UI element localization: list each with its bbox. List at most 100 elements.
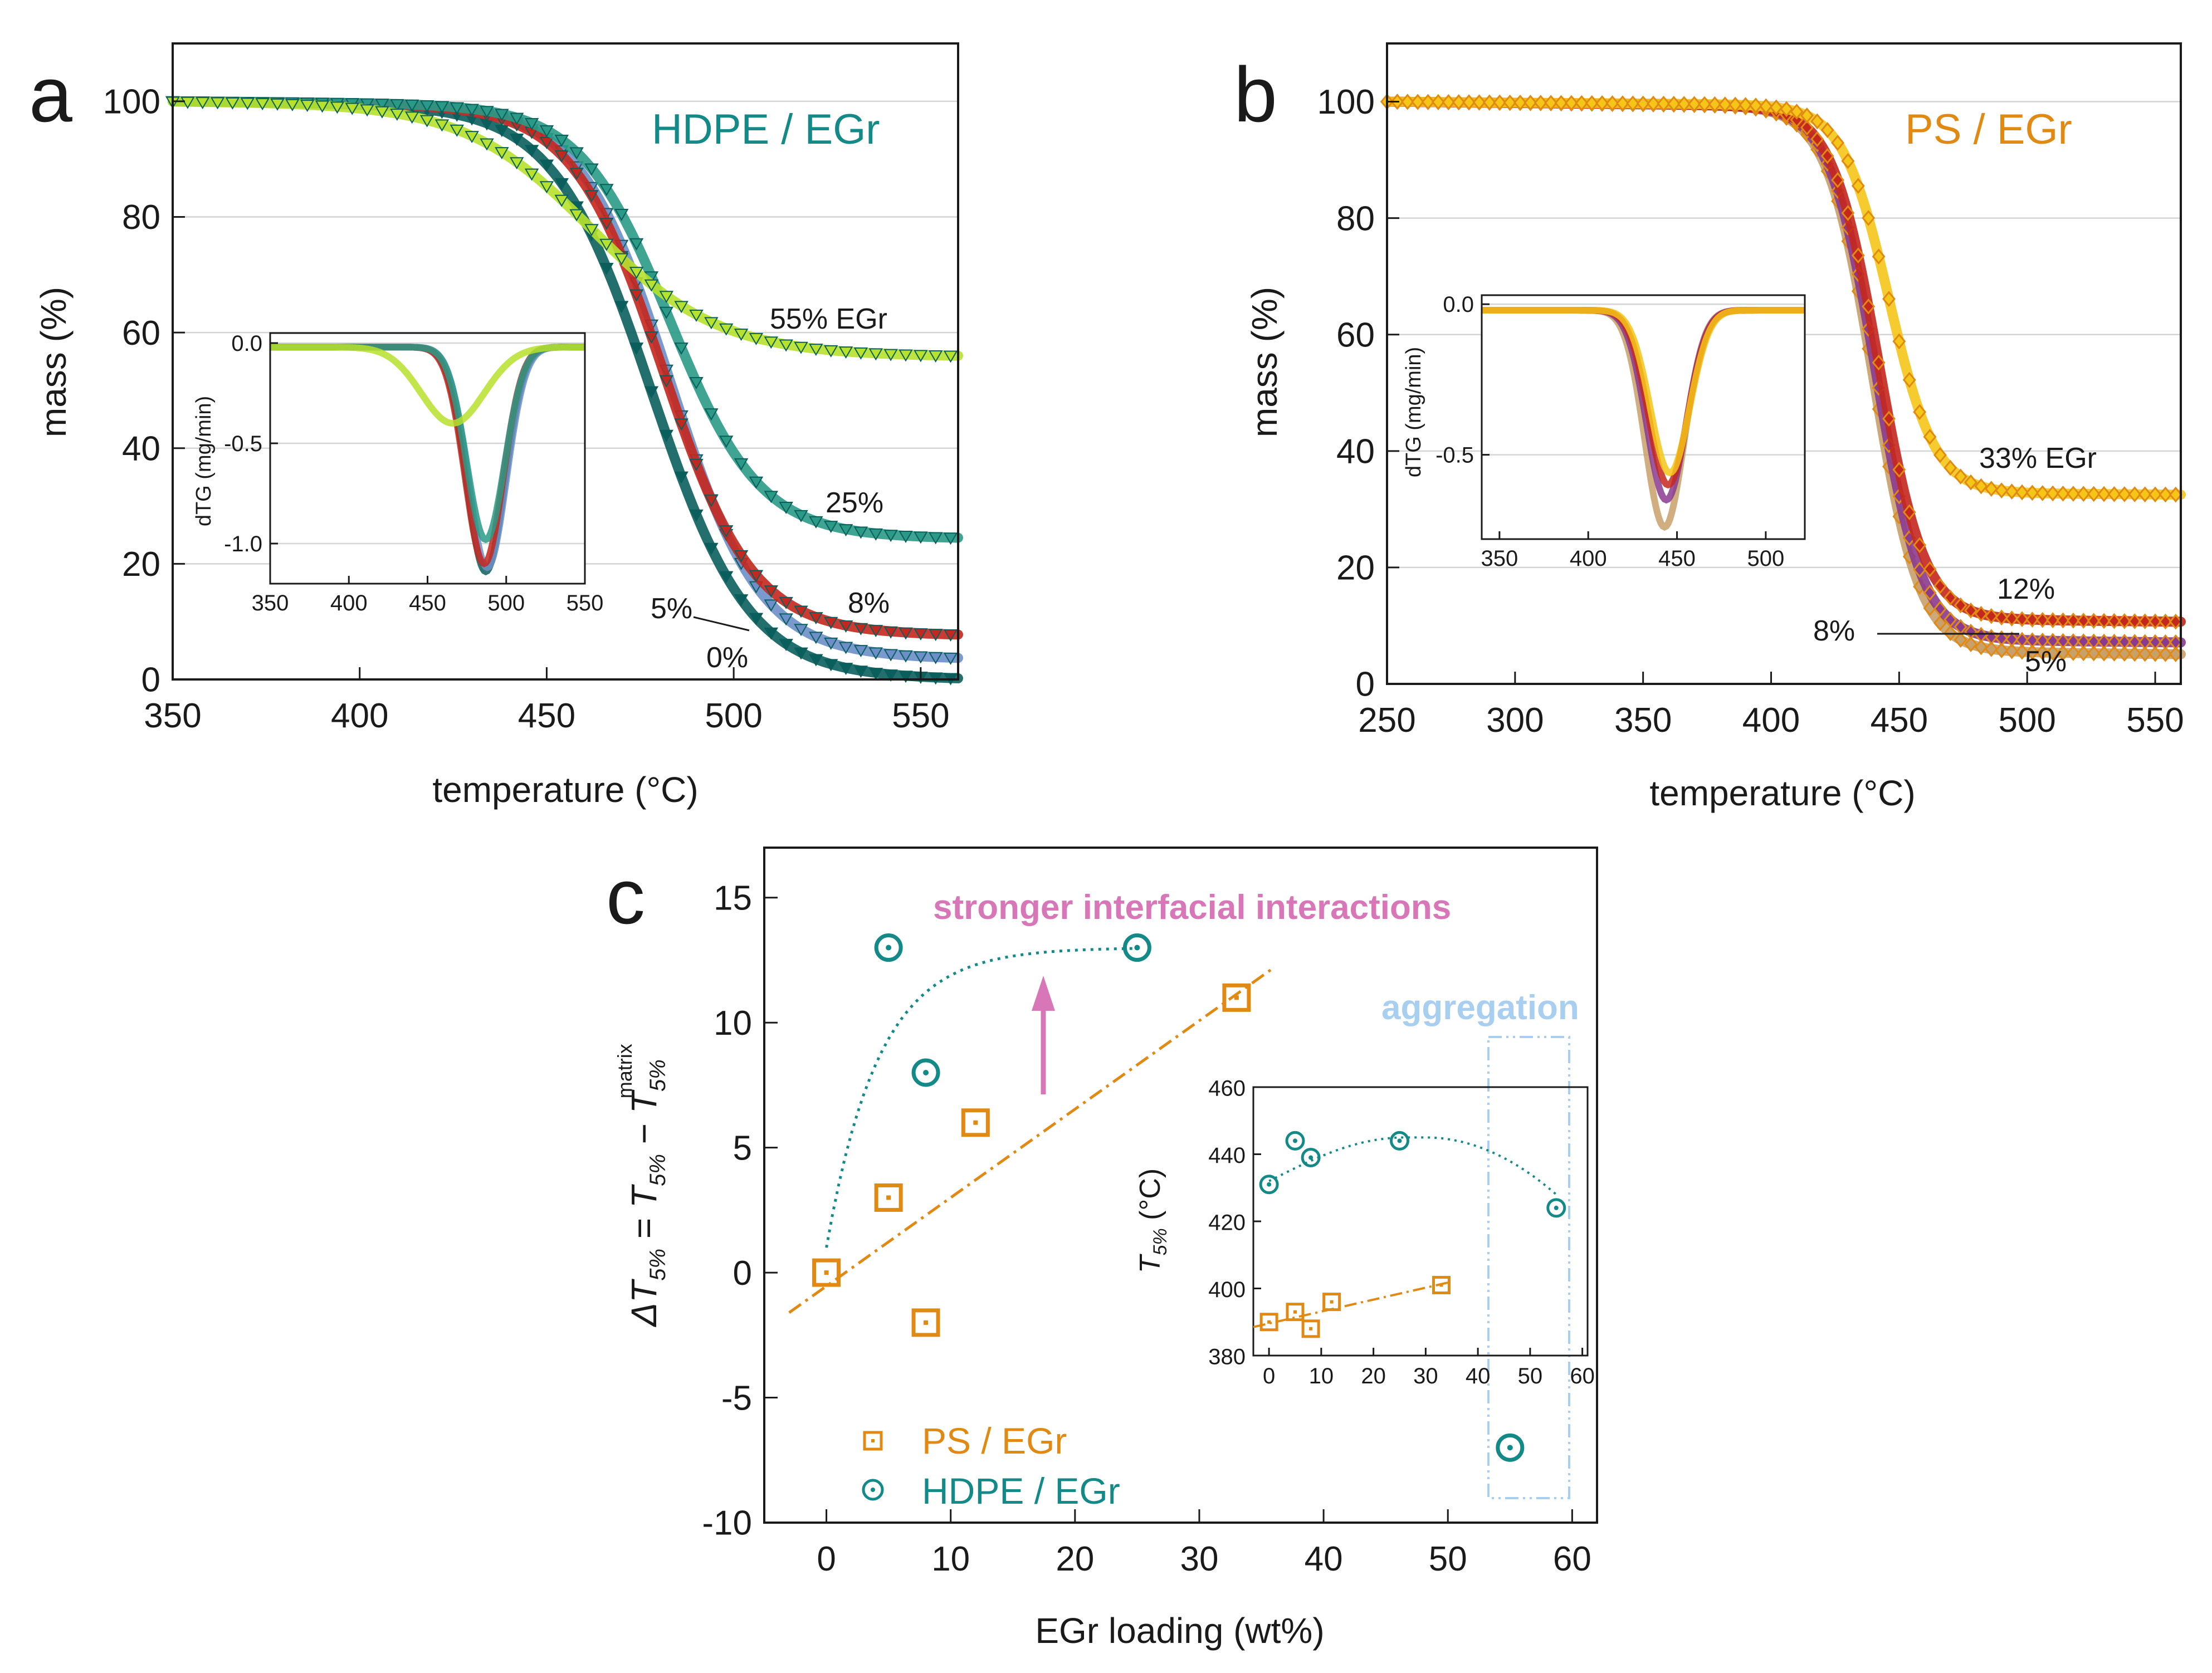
a-ytick-label: 20 [122,545,160,584]
triangle-marker [554,178,569,190]
diamond-marker [1800,107,1814,124]
panel-c-ylabel: ΔT5% = T5% − T5%matrix [613,1044,670,1328]
diamond-marker [1534,95,1547,111]
triangle-marker [899,650,913,663]
inset-hdpe-point [1285,1131,1305,1151]
diamond-marker [2077,613,2091,629]
b-inset-ytick-label: -0.5 [1435,443,1474,468]
panel-b-frame [1386,42,2182,685]
triangle-marker [928,672,943,685]
diamond-marker [1452,94,1466,110]
b-series-label: 12% [1997,573,2055,605]
inset-ps-point [1286,1303,1305,1322]
diamond-marker [2056,485,2070,502]
c-inset-ytick-label: 420 [1208,1210,1246,1235]
triangle-marker [719,571,734,584]
diamond-marker [2169,613,2182,630]
triangle-marker [195,97,210,110]
triangle-marker [734,550,749,562]
diamond-marker [2138,634,2152,650]
triangle-marker [419,100,434,112]
triangle-marker [928,350,943,363]
triangle-marker [674,343,688,355]
diamond-marker [1769,99,1783,116]
triangle-marker [704,495,719,507]
diamond-marker [1605,95,1619,111]
b-xtick-label: 500 [1998,701,2055,740]
diamond-marker [1841,205,1855,221]
panel-a-xlabel: temperature (°C) [432,770,698,810]
triangle-marker [734,594,749,607]
triangle-marker [719,525,734,538]
triangle-marker [255,98,270,111]
triangle-marker [300,100,315,112]
a-inset-ytick-label: 0.0 [231,331,262,356]
inset-ps-point-dot [1309,1327,1313,1330]
diamond-marker [1462,94,1476,110]
diamond-marker [2056,633,2070,649]
triangle-marker [809,344,823,356]
diamond-marker [2097,613,2111,629]
b-ytick-label: 40 [1336,433,1375,471]
b-ytick-label: 60 [1336,316,1375,354]
inset-hdpe-point [1259,1175,1279,1195]
diamond-marker [1995,609,2009,626]
panel-c: 0 10 20 30 40 50 60 -10 -5 0 5 10 15 stronger interf… [613,847,1598,1651]
c-ytick-label: 15 [714,879,752,917]
triangle-marker [554,134,569,147]
hdpe-point-dot [1134,945,1140,951]
diamond-marker [1933,615,1947,632]
diamond-marker [2148,645,2162,662]
panel-a-inset: 350 400 450 500 550 0.0 -0.5 -1.0 dTG (mg/min) [192,331,603,615]
triangle-marker [928,652,943,664]
diamond-marker [1524,95,1537,111]
panel-b-ylabel: mass (%) [1244,287,1285,437]
triangle-marker [899,531,913,544]
panel-c-legend: PS / EGr HDPE / EGr [862,1420,1120,1511]
diamond-marker [2025,612,2039,628]
inset-hdpe-point [1301,1148,1321,1168]
triangle-marker [853,666,868,678]
inset-hdpe-point-dot [1293,1138,1297,1143]
diamond-marker [2087,633,2101,650]
ps-point [911,1308,940,1337]
b-xtick-label: 250 [1358,701,1415,740]
triangle-marker [943,350,958,363]
triangle-marker [554,150,569,163]
diamond-marker [2097,645,2111,662]
diamond-marker [2025,632,2039,649]
diamond-marker [2046,485,2060,502]
diamond-marker [1677,96,1691,112]
c-ytick-label: -10 [702,1504,752,1543]
c-xtick-label: 40 [1305,1540,1343,1578]
triangle-marker [629,267,644,280]
diamond-marker [1749,97,1762,114]
triangle-marker [914,628,928,641]
diamond-marker [1902,371,1916,388]
diamond-marker [2107,613,2121,629]
triangle-marker [360,104,374,117]
diamond-marker [2138,486,2152,503]
diamond-marker [1944,589,1957,606]
diamond-marker [2077,486,2091,502]
triangle-marker [375,106,389,119]
diamond-marker [2035,612,2049,628]
diamond-marker [2005,631,2019,648]
a-inset-ytick-label: -0.5 [224,432,262,456]
triangle-marker [659,375,674,388]
triangle-marker [524,145,539,158]
triangle-marker [899,671,913,683]
triangle-marker [868,625,883,638]
diamond-marker [2159,634,2172,650]
triangle-marker [599,184,614,197]
diamond-marker [2015,484,2029,501]
triangle-marker [749,613,764,625]
diamond-marker [1513,94,1527,111]
diamond-marker [2066,612,2080,629]
diamond-marker [1626,95,1640,112]
triangle-marker [734,329,749,341]
panel-b-title: PS / EGr [1905,106,2072,153]
hdpe-point-dot [923,1070,929,1075]
triangle-marker [465,104,479,116]
triangle-marker [764,585,779,598]
